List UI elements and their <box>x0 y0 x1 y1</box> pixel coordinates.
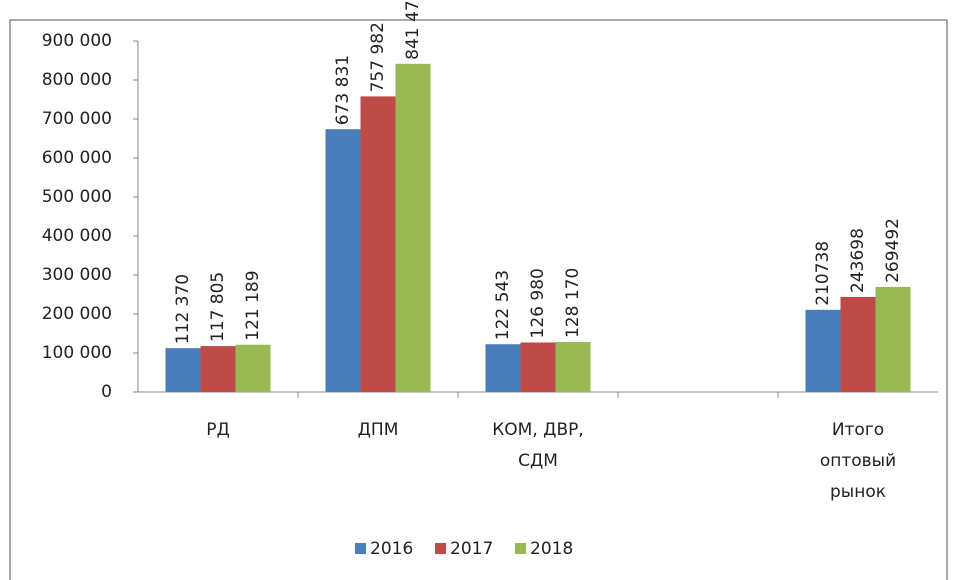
bar <box>200 346 236 392</box>
bar <box>485 344 521 392</box>
y-tick-label: 100 000 <box>42 343 112 363</box>
data-label: 121 189 <box>243 270 263 340</box>
y-tick-label: 200 000 <box>42 304 112 324</box>
bar <box>555 342 591 392</box>
bar <box>235 344 271 392</box>
bar <box>360 96 396 392</box>
data-label: 122 543 <box>493 270 513 340</box>
chart-frame <box>9 19 948 580</box>
legend-label: 2018 <box>530 539 573 559</box>
legend-swatch <box>435 543 446 554</box>
bar <box>840 296 876 392</box>
bar <box>520 342 556 392</box>
y-tick-label: 600 000 <box>42 148 112 168</box>
legend-swatch <box>355 543 366 554</box>
bar <box>395 63 431 393</box>
data-label: 841 478 <box>403 0 423 60</box>
legend-swatch <box>515 543 526 554</box>
data-label: 117 805 <box>208 272 228 342</box>
bar <box>875 286 911 392</box>
x-tick-label: КОМ, ДВР, СДМ <box>492 420 584 471</box>
y-tick-label: 500 000 <box>42 187 112 207</box>
bar <box>805 309 841 392</box>
x-tick-label: ДПМ <box>357 420 399 440</box>
data-label: 210738 <box>813 241 833 306</box>
y-tick-label: 900 000 <box>42 31 112 51</box>
y-tick-label: 400 000 <box>42 226 112 246</box>
data-label: 128 170 <box>563 268 583 338</box>
legend-label: 2017 <box>450 539 493 559</box>
y-tick-label: 300 000 <box>42 265 112 285</box>
data-label: 269492 <box>883 218 903 283</box>
legend-label: 2016 <box>370 539 413 559</box>
y-tick-label: 700 000 <box>42 109 112 129</box>
data-label: 243698 <box>848 228 868 293</box>
data-label: 757 982 <box>368 22 388 92</box>
y-tick-label: 0 <box>101 382 112 402</box>
x-tick-label: Итого оптовый рынок <box>819 420 897 502</box>
data-label: 112 370 <box>173 274 193 344</box>
y-tick-label: 800 000 <box>42 70 112 90</box>
data-label: 673 831 <box>333 55 353 125</box>
bar <box>165 348 201 392</box>
bar <box>325 129 361 392</box>
data-label: 126 980 <box>528 268 548 338</box>
x-tick-label: РД <box>206 420 230 440</box>
